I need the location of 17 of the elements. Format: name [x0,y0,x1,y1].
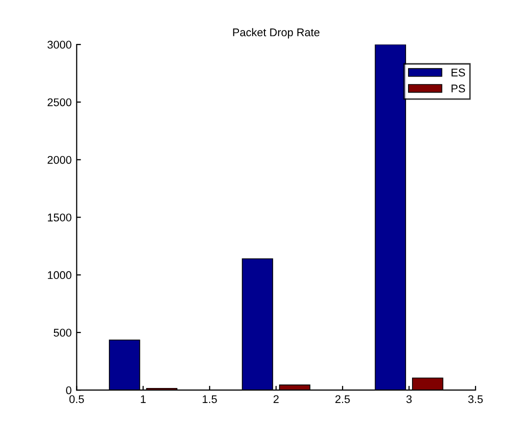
y-tick-label: 3000 [48,40,72,49]
y-tick-label: 1000 [48,271,72,280]
x-tick-label: 3.5 [468,395,483,404]
x-tick-label: 0.5 [69,395,84,404]
x-tick-label: 1.5 [202,395,217,404]
chart-title: Packet Drop Rate [233,28,320,38]
y-tick-label: 0 [66,386,72,394]
x-tick-label: 1 [140,395,146,404]
x-tick-label: 2.5 [335,395,350,404]
y-tick-label: 2000 [48,156,72,164]
y-tick-label: 500 [54,328,72,337]
x-tick-label: 3 [406,395,412,404]
x-tick-label: 2 [274,395,279,404]
legend-label: ES [452,68,466,76]
y-tick-label: 1500 [48,214,72,222]
legend-label: PS [452,84,466,92]
y-tick-label: 2500 [48,98,72,106]
